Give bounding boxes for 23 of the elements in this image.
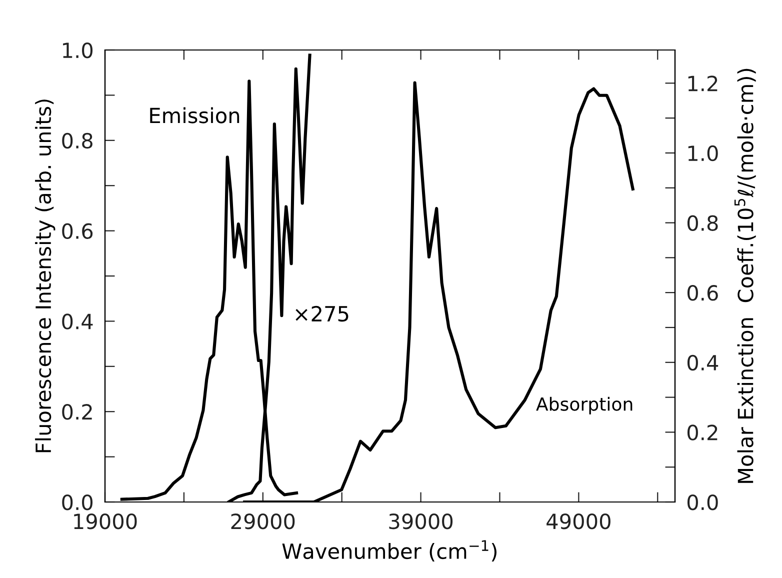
series-label: Emission — [150, 107, 240, 124]
y2-tick-label: 0.0 — [687, 494, 718, 510]
y2-tick-label: 0.8 — [687, 215, 718, 231]
y-tick-label: 0.0 — [62, 494, 93, 510]
y-tick-label: 1.0 — [63, 42, 93, 58]
y-tick-label: 0.8 — [62, 132, 92, 149]
x-tick-label: 39000 — [389, 513, 453, 530]
x-tick-label: 29000 — [231, 513, 295, 530]
y2-axis-title: Molar Extinction Coeff.(10$^{5}$ℓ/(mole·cm)) — [734, 68, 756, 483]
y2-tick-label: 1.2 — [688, 76, 718, 92]
y2-tick-label: 1.0 — [688, 145, 718, 162]
y-tick-label: 0.2 — [62, 404, 92, 420]
x-tick-label: 19000 — [74, 513, 137, 530]
y-tick-label: 0.4 — [62, 314, 93, 330]
x-axis-title: Wavenumber (cm$^{−1}$) — [282, 540, 496, 562]
y2-tick-label: 0.6 — [687, 285, 718, 301]
y2-tick-label: 0.4 — [687, 354, 718, 371]
y-tick-label: 0.6 — [62, 223, 93, 240]
series-label: Absorption — [536, 396, 632, 414]
y-axis-title: Fluorescence Intensity (arb. units) — [35, 100, 56, 452]
x-tick-label: 49000 — [546, 513, 610, 530]
y2-tick-label: 0.2 — [687, 424, 718, 440]
series-label: ×275 — [296, 306, 348, 322]
